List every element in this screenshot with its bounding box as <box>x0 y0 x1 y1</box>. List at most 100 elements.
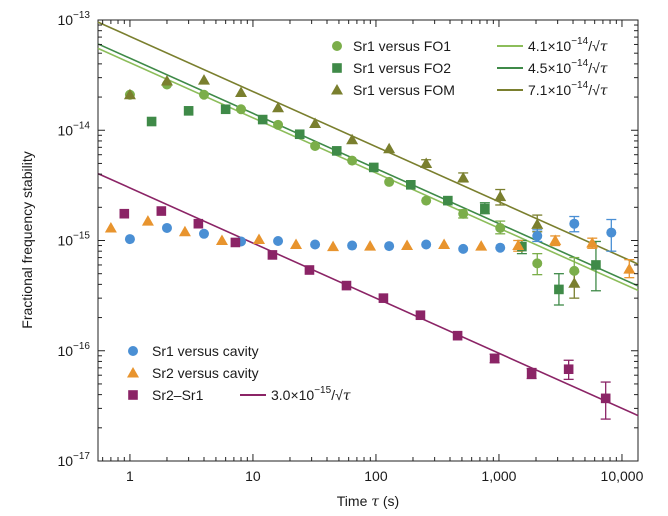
data-point <box>146 116 157 127</box>
data-point <box>458 243 469 254</box>
legend-marker <box>332 63 342 73</box>
data-point <box>257 114 268 125</box>
data-point <box>309 117 322 129</box>
data-point <box>406 180 416 190</box>
data-point <box>554 284 564 295</box>
data-point <box>347 240 358 251</box>
data-point <box>495 242 506 253</box>
x-tick-label: 10,000 <box>601 468 644 484</box>
legends: Sr1 versus FO1 Sr1 versus FO2 Sr1 versus F… <box>127 36 608 404</box>
legend-marker <box>128 390 138 400</box>
legend-marker <box>332 41 342 51</box>
legend-fit-label: 4.1×10−14/√τ <box>528 36 608 55</box>
data-point <box>310 140 321 151</box>
legend-fit-label: 4.5×10−14/√τ <box>528 58 608 77</box>
data-point <box>458 208 469 219</box>
data-point <box>569 218 580 229</box>
data-point <box>401 239 414 251</box>
fit-line <box>97 172 639 417</box>
x-tick-label: 100 <box>364 468 388 484</box>
data-point <box>368 162 379 173</box>
data-point <box>273 235 284 246</box>
legend-fit-label: 7.1×10−14/√τ <box>528 80 608 99</box>
data-point <box>364 240 377 251</box>
data-point <box>273 119 284 130</box>
fit-line <box>97 21 639 265</box>
data-point <box>623 263 636 274</box>
data-point <box>183 106 194 116</box>
error-bars <box>421 159 635 420</box>
data-point <box>346 133 359 145</box>
data-point <box>156 206 167 216</box>
x-tick-label: 1 <box>126 468 134 484</box>
data-point <box>452 330 463 341</box>
data-point <box>569 265 580 276</box>
data-point <box>421 239 432 250</box>
x-tick-label: 10 <box>245 468 261 484</box>
y-tick-label: 10−15 <box>57 231 90 249</box>
data-point <box>532 258 543 269</box>
data-point <box>310 239 321 250</box>
data-point <box>495 222 506 233</box>
data-point <box>494 190 507 202</box>
data-point <box>531 218 544 229</box>
legend-marker <box>127 367 139 378</box>
legend-label: Sr1 versus FO1 <box>353 38 451 54</box>
legend-bottom-left: Sr1 versus cavity Sr2 versus cavity Sr2–Sr… <box>127 343 351 404</box>
y-axis-label: Fractional frequency stability <box>19 151 35 328</box>
data-point <box>123 88 136 100</box>
data-point <box>532 230 543 241</box>
data-point <box>104 221 117 233</box>
y-tick-label: 10−13 <box>57 10 90 28</box>
data-point <box>327 240 340 252</box>
y-tick-label: 10−14 <box>57 120 90 138</box>
legend-label: Sr2–Sr1 <box>152 387 204 403</box>
data-point <box>236 104 247 115</box>
fit-line <box>97 47 639 292</box>
data-point <box>347 155 358 166</box>
data-point <box>512 239 525 251</box>
legend-top-right: Sr1 versus FO1 Sr1 versus FO2 Sr1 versus F… <box>331 36 608 99</box>
data-point <box>304 265 315 275</box>
data-point <box>230 237 241 248</box>
data-point <box>220 104 231 115</box>
data-point <box>457 171 470 183</box>
legend-fit-label: 3.0×10−15/√τ <box>271 385 351 404</box>
data-point <box>160 74 173 86</box>
data-point <box>591 260 601 270</box>
legend-label: Sr2 versus cavity <box>152 365 259 381</box>
data-point <box>215 234 228 245</box>
data-point <box>294 129 305 140</box>
legend-label: Sr1 versus cavity <box>152 343 259 359</box>
data-point <box>267 250 278 260</box>
legend-marker <box>331 84 343 95</box>
legend-label: Sr1 versus FO2 <box>353 60 451 76</box>
data-point <box>438 238 451 249</box>
data-point <box>480 203 490 214</box>
data-point <box>586 236 599 248</box>
data-point <box>341 280 352 291</box>
x-axis-label-symbol: τ <box>371 494 379 510</box>
data-point <box>197 74 210 85</box>
data-point <box>331 146 342 156</box>
data-point <box>193 218 204 229</box>
data-point <box>198 89 209 100</box>
data-point <box>235 86 248 97</box>
data-point <box>420 157 433 168</box>
fit-line <box>97 43 639 287</box>
x-axis-label-suffix: (s) <box>379 493 399 509</box>
y-tick-label: 10−17 <box>57 451 90 469</box>
data-point <box>563 364 574 375</box>
fit-lines <box>97 21 639 417</box>
legend-label: Sr1 versus FOM <box>353 82 455 98</box>
data-point <box>600 393 611 404</box>
x-tick-label: 1,000 <box>481 468 516 484</box>
legend-marker <box>128 346 138 356</box>
data-point <box>384 241 395 252</box>
data-point <box>119 208 130 219</box>
data-point <box>378 293 389 303</box>
data-point <box>141 215 154 226</box>
data-point <box>526 368 537 379</box>
data-point <box>290 238 303 249</box>
